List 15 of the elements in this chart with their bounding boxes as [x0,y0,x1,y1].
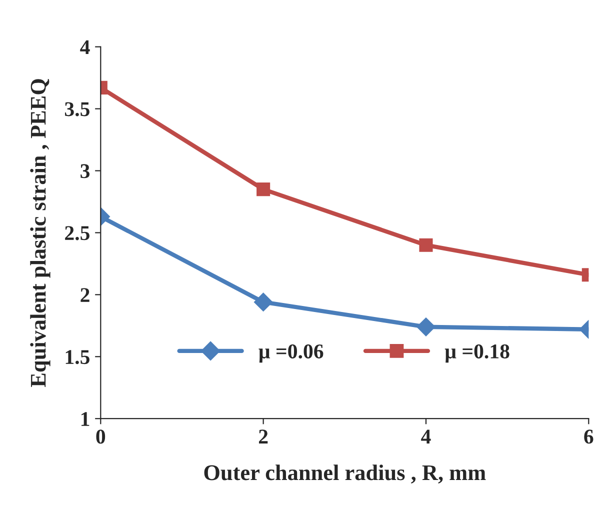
x-tick-label: 0 [96,430,106,444]
y-tick-label: 3 [80,164,90,178]
y-tick-label: 1 [81,412,90,426]
y-axis-title: Equivalent plastic strain , PEEQ [30,79,50,387]
y-tick-label: 1.5 [66,350,90,364]
y-tick-label: 4 [80,40,90,54]
legend-label: μ =0.18 [444,344,510,363]
x-tick-label: 6 [584,430,594,444]
x-tick-label: 2 [258,430,268,444]
x-tick-label: 4 [421,430,431,444]
y-tick-label: 3.5 [64,102,90,116]
legend-label: μ =0.06 [258,344,324,363]
y-tick-label: 2.5 [65,226,90,240]
x-axis-title: Outer channel radius , R, mm [204,464,486,484]
y-tick-label: 2 [80,288,90,302]
